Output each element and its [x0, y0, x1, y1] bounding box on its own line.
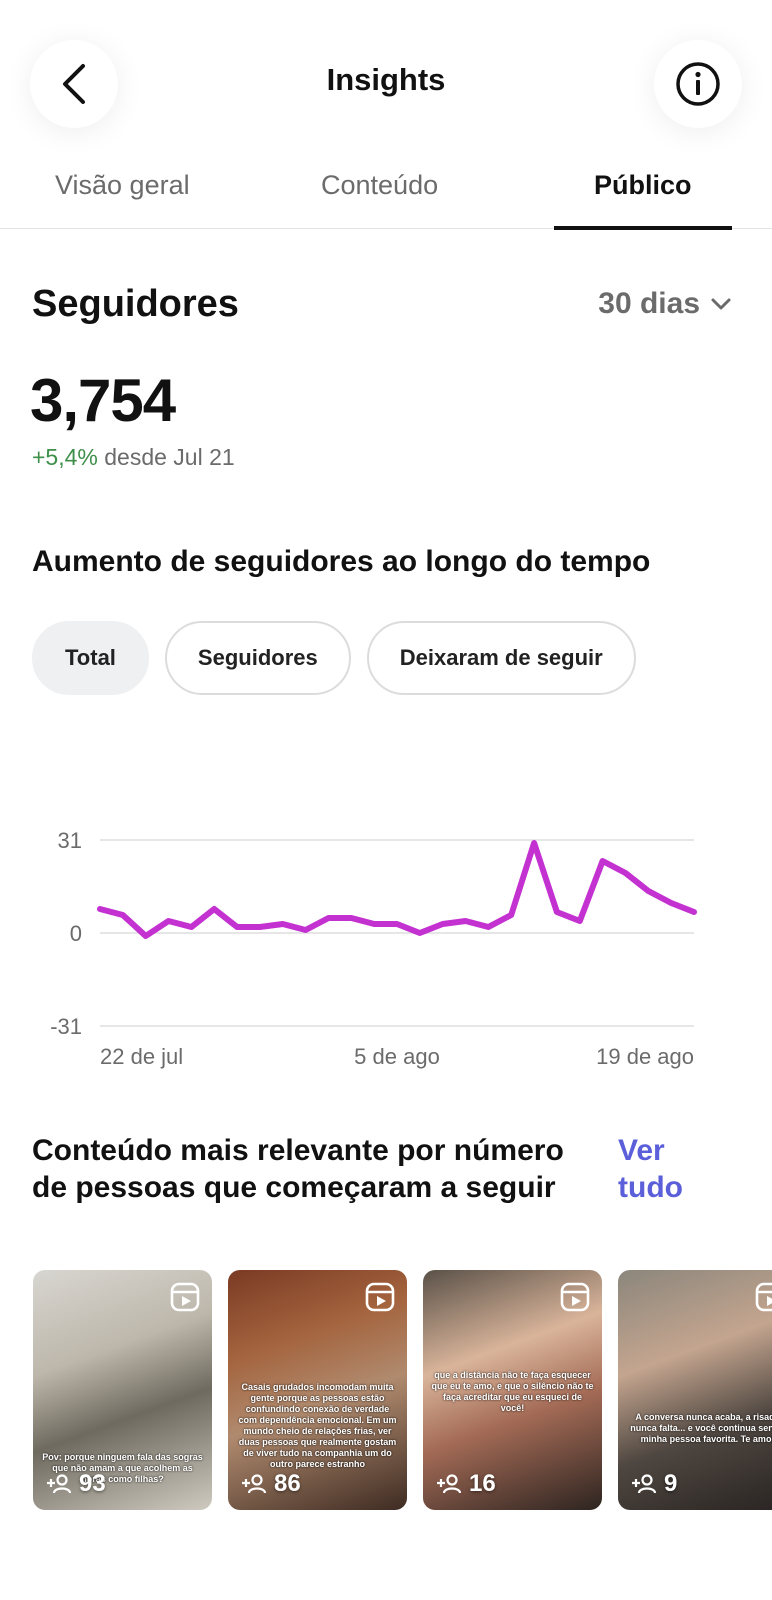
top-content-list: Pov: porque ninguem fala das sogras que …	[33, 1270, 772, 1510]
reels-icon	[755, 1282, 772, 1312]
thumbnail-caption: Casais grudados incomodam muita gente po…	[238, 1382, 397, 1469]
tab-bar: Visão geral Conteúdo Público	[0, 160, 772, 230]
content-thumbnail[interactable]: A conversa nunca acaba, a risada nunca f…	[618, 1270, 772, 1510]
growth-heading: Aumento de seguidores ao longo do tempo	[32, 545, 651, 578]
count-value: 86	[274, 1470, 301, 1497]
reels-icon	[170, 1282, 200, 1312]
content-thumbnail[interactable]: Pov: porque ninguem fala das sogras que …	[33, 1270, 212, 1510]
add-person-icon	[242, 1474, 267, 1494]
followers-heading: Seguidores	[32, 283, 239, 325]
filter-unfollowed[interactable]: Deixaram de seguir	[366, 621, 636, 695]
add-person-icon	[632, 1474, 657, 1494]
reels-icon	[560, 1282, 590, 1312]
tab-overview[interactable]: Visão geral	[55, 170, 190, 200]
change-percent: +5,4%	[32, 444, 98, 470]
x-tick-label: 19 de ago	[596, 1044, 694, 1069]
new-followers-count: 86	[242, 1470, 301, 1498]
x-tick-label: 22 de jul	[100, 1044, 183, 1069]
tab-audience[interactable]: Público	[594, 170, 692, 200]
filter-pills: Total Seguidores Deixaram de seguir	[32, 621, 636, 695]
info-icon	[676, 62, 720, 106]
page-title: Insights	[326, 62, 446, 97]
count-value: 16	[469, 1470, 496, 1497]
followers-change: +5,4% desde Jul 21	[32, 444, 235, 471]
thumbnail-caption: que a distância não te faça esquecer que…	[431, 1370, 594, 1413]
date-range-dropdown[interactable]: 30 dias	[598, 287, 732, 321]
info-button[interactable]	[654, 40, 742, 128]
chevron-down-icon	[711, 298, 731, 310]
change-suffix: desde Jul 21	[104, 444, 235, 470]
top-content-heading: Conteúdo mais relevante por número de pe…	[32, 1134, 564, 1204]
date-range-label: 30 dias	[598, 287, 700, 320]
y-tick-label: 0	[70, 921, 82, 946]
content-thumbnail[interactable]: que a distância não te faça esquecer que…	[423, 1270, 602, 1510]
add-person-icon	[47, 1474, 72, 1494]
filter-total[interactable]: Total	[32, 621, 149, 695]
new-followers-count: 9	[632, 1470, 677, 1498]
thumbnail-caption: Pov: porque ninguem fala das sogras que …	[42, 1452, 203, 1484]
follower-growth-chart: 31 0 -31 22 de jul 5 de ago 19 de ago	[50, 828, 697, 1069]
active-tab-indicator	[554, 226, 732, 230]
content-thumbnail[interactable]: Casais grudados incomodam muita gente po…	[228, 1270, 407, 1510]
count-value: 9	[664, 1470, 678, 1497]
y-tick-label: 31	[58, 828, 82, 853]
chevron-left-icon	[63, 64, 85, 104]
see-all-link[interactable]: Ver tudo	[618, 1134, 683, 1204]
reels-icon	[365, 1282, 395, 1312]
add-person-icon	[437, 1474, 462, 1494]
thumbnail-caption: A conversa nunca acaba, a risada nunca f…	[630, 1412, 772, 1444]
followers-total: 3,754	[30, 367, 176, 434]
series-line	[97, 840, 697, 939]
y-tick-label: -31	[50, 1014, 82, 1039]
filter-followers[interactable]: Seguidores	[164, 621, 351, 695]
new-followers-count: 16	[437, 1470, 496, 1498]
tab-content[interactable]: Conteúdo	[321, 170, 439, 200]
count-value: 93	[79, 1470, 106, 1497]
x-tick-label: 5 de ago	[354, 1044, 440, 1069]
back-button[interactable]	[30, 40, 118, 128]
new-followers-count: 93	[47, 1470, 106, 1498]
